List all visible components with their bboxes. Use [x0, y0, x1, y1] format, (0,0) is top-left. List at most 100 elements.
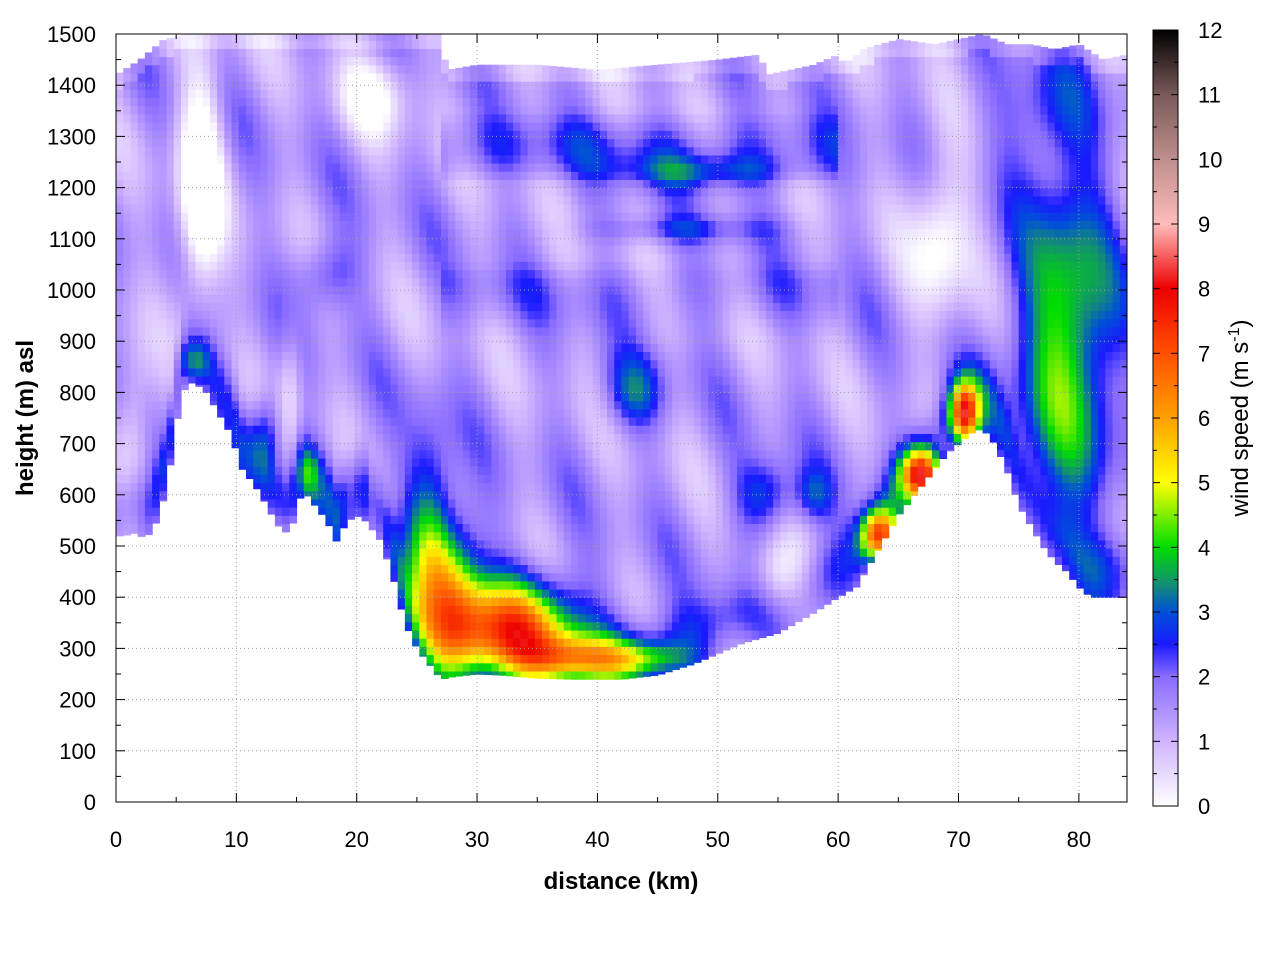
heatmap-cell: [426, 392, 435, 402]
heatmap-cell: [123, 441, 132, 451]
heatmap-cell: [332, 433, 341, 443]
heatmap-cell: [440, 564, 449, 574]
heatmap-cell: [296, 236, 305, 246]
heatmap-cell: [433, 646, 442, 656]
heatmap-cell: [274, 416, 283, 426]
heatmap-cell: [469, 433, 478, 443]
heatmap-cell: [592, 269, 601, 279]
heatmap-cell: [383, 318, 392, 328]
heatmap-cell: [318, 376, 327, 385]
heatmap-cell: [383, 122, 392, 131]
heatmap-cell: [477, 203, 485, 213]
heatmap-cell: [513, 220, 521, 230]
heatmap-cell: [585, 654, 594, 664]
heatmap-cell: [289, 359, 298, 369]
heatmap-cell: [491, 433, 500, 443]
heatmap-cell: [361, 433, 370, 443]
heatmap-cell: [599, 302, 608, 312]
heatmap-cell: [505, 564, 514, 574]
heatmap-cell: [469, 392, 478, 402]
heatmap-cell: [527, 507, 536, 516]
heatmap-cell: [440, 441, 449, 451]
heatmap-cell: [628, 97, 637, 107]
heatmap-cell: [209, 228, 218, 238]
heatmap-cell: [116, 253, 124, 262]
heatmap-cell: [527, 449, 536, 459]
heatmap-cell: [144, 441, 153, 451]
heatmap-cell: [491, 318, 500, 328]
heatmap-cell: [144, 523, 153, 533]
heatmap-cell: [361, 212, 370, 221]
heatmap-cell: [628, 294, 637, 303]
heatmap-cell: [484, 400, 493, 410]
heatmap-cell: [152, 212, 160, 221]
heatmap-cell: [614, 490, 623, 500]
heatmap-cell: [563, 392, 572, 402]
heatmap-cell: [390, 113, 399, 123]
heatmap-cell: [570, 203, 579, 213]
heatmap-cell: [643, 310, 651, 320]
heatmap-cell: [116, 203, 124, 213]
heatmap-cell: [332, 146, 341, 156]
heatmap-cell: [534, 212, 543, 221]
heatmap-cell: [368, 326, 377, 336]
heatmap-cell: [375, 56, 384, 66]
heatmap-cell: [563, 416, 572, 426]
heatmap-cell: [361, 498, 370, 508]
heatmap-cell: [419, 613, 428, 623]
heatmap-cell: [635, 310, 644, 320]
heatmap-cell: [412, 285, 420, 295]
heatmap-cell: [513, 572, 521, 582]
heatmap-cell: [245, 48, 254, 58]
heatmap-cell: [491, 203, 500, 213]
heatmap-cell: [195, 163, 204, 172]
heatmap-cell: [310, 294, 319, 303]
heatmap-cell: [599, 236, 608, 246]
heatmap-cell: [614, 130, 623, 140]
heatmap-cell: [570, 335, 579, 344]
heatmap-cell: [368, 351, 377, 361]
heatmap-cell: [440, 482, 449, 492]
heatmap-cell: [419, 548, 428, 557]
heatmap-cell: [578, 367, 586, 377]
heatmap-cell: [354, 351, 363, 361]
heatmap-cell: [599, 326, 608, 336]
heatmap-cell: [585, 433, 594, 443]
heatmap-cell: [173, 195, 182, 205]
heatmap-cell: [325, 408, 334, 418]
heatmap-cell: [130, 195, 139, 205]
heatmap-cell: [520, 400, 529, 410]
heatmap-cell: [152, 253, 160, 262]
heatmap-cell: [332, 539, 341, 542]
heatmap-cell: [542, 662, 550, 672]
heatmap-cell: [390, 466, 399, 475]
heatmap-cell: [426, 253, 435, 262]
heatmap-cell: [592, 670, 601, 680]
heatmap-cell: [534, 302, 543, 312]
heatmap-cell: [556, 638, 565, 647]
heatmap-cell: [332, 523, 341, 533]
heatmap-cell: [332, 64, 341, 74]
heatmap-cell: [534, 507, 543, 516]
heatmap-cell: [527, 441, 536, 451]
heatmap-cell: [542, 474, 550, 484]
heatmap-cell: [332, 441, 341, 451]
heatmap-cell: [585, 531, 594, 541]
heatmap-cell: [274, 408, 283, 418]
heatmap-cell: [664, 670, 673, 673]
heatmap-cell: [368, 523, 377, 531]
heatmap-cell: [282, 179, 290, 189]
heatmap-cell: [368, 212, 377, 221]
heatmap-cell: [635, 449, 644, 459]
heatmap-cell: [664, 662, 673, 672]
heatmap-cell: [484, 425, 493, 434]
heatmap-cell: [556, 187, 565, 197]
heatmap-cell: [137, 441, 146, 451]
heatmap-cell: [166, 171, 175, 181]
heatmap-cell: [614, 572, 623, 582]
heatmap-cell: [614, 597, 623, 606]
heatmap-cell: [354, 195, 363, 205]
heatmap-cell: [303, 34, 312, 41]
heatmap-cell: [513, 376, 521, 385]
heatmap-cell: [195, 56, 204, 66]
